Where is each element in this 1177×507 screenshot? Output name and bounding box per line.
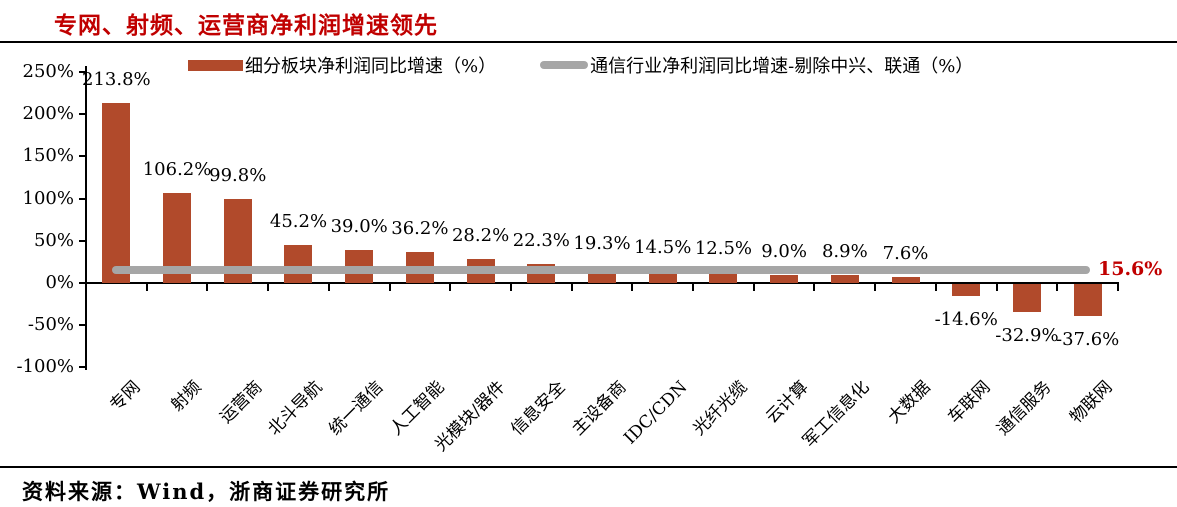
y-axis-tick-label: 100% [22, 187, 74, 209]
x-axis-tick [1117, 284, 1119, 291]
bar-value-label: 106.2% [142, 159, 212, 181]
category-label-14: 大数据 [883, 377, 934, 428]
bar-value-label: 19.3% [573, 232, 631, 254]
y-axis-tick-label: 250% [22, 61, 74, 82]
bar-value-label: 8.9% [821, 241, 868, 263]
y-axis-tick [79, 197, 86, 200]
y-axis-tick [79, 366, 86, 369]
x-axis-tick [631, 284, 634, 291]
bar-value-label: 12.5% [694, 238, 752, 260]
chart-title: 专网、射频、运营商净利润增速领先 [54, 12, 438, 38]
y-axis-tick-label: 200% [22, 103, 74, 125]
bar-value-label: 7.6% [882, 242, 929, 264]
x-axis-tick [509, 284, 512, 291]
y-axis-tick-label: -50% [27, 314, 74, 336]
y-axis-tick-label: 50% [33, 229, 74, 251]
y-axis-tick-label: 150% [22, 145, 74, 167]
bar-value-label: 99.8% [209, 164, 267, 186]
x-axis-tick [752, 284, 755, 291]
legend-item-line-series: 通信行业净利润同比增速-剔除中兴、联通（%） [540, 52, 973, 78]
bar-军工信息化 [830, 275, 859, 283]
bar-value-label: 213.8% [82, 68, 151, 90]
x-axis-tick [995, 284, 998, 291]
bar-物联网 [1073, 284, 1102, 316]
x-axis-tick [570, 284, 573, 291]
category-label-9: 主设备商 [568, 377, 631, 440]
bar-value-label: -32.9% [995, 324, 1059, 346]
legend-item-bar-series: 细分板块净利润同比增速（%） [188, 52, 496, 78]
bar-value-label: 36.2% [391, 218, 449, 240]
category-label-12: 云计算 [762, 377, 813, 428]
x-axis-tick [813, 284, 816, 291]
x-axis-tick [934, 284, 937, 291]
category-label-15: 车联网 [944, 377, 995, 428]
category-label-16: 通信服务 [993, 377, 1056, 440]
bar-光纤光缆 [709, 272, 738, 283]
y-axis-line [85, 66, 87, 370]
bar-value-label: -37.6% [1056, 328, 1120, 350]
bar-value-label: 28.2% [451, 225, 510, 247]
bar-series-label: 细分板块净利润同比增速（%） [245, 56, 497, 77]
x-axis-line [85, 282, 1119, 284]
category-label-10: IDC/CDN [620, 377, 692, 449]
bar-value-label: 39.0% [330, 216, 388, 238]
bar-value-label: 9.0% [761, 241, 807, 263]
category-label-13: 军工信息化 [799, 377, 874, 452]
bar-大数据 [891, 276, 920, 283]
x-axis-tick [874, 284, 877, 291]
bar-value-label: 14.5% [634, 236, 692, 258]
x-axis-tick [692, 284, 695, 291]
bar-value-label: 45.2% [269, 210, 328, 232]
line-series-label: 通信行业净利润同比增速-剔除中兴、联通（%） [590, 56, 974, 77]
source-note: 资料来源：Wind，浙商证券研究所 [22, 479, 391, 504]
y-axis-tick [79, 71, 86, 73]
x-axis-tick [449, 284, 452, 291]
bar-value-label: -14.6% [934, 309, 998, 331]
bar-车联网 [952, 284, 981, 297]
x-axis-tick [1056, 284, 1059, 291]
x-axis-tick [206, 284, 209, 291]
bar-value-label: 22.3% [512, 230, 570, 252]
x-axis-tick [145, 284, 148, 291]
industry-line-value-label: 15.6% [1098, 258, 1163, 280]
bar-series-swatch-icon [188, 59, 243, 71]
bar-专网 [102, 102, 131, 283]
y-axis-tick-label: 0% [45, 272, 74, 293]
category-label-8: 信息安全 [507, 377, 570, 440]
x-axis-tick [327, 284, 330, 291]
category-label-17: 物联网 [1065, 377, 1117, 428]
y-axis-tick [79, 113, 86, 116]
category-label-7: 光模块/器件 [430, 377, 510, 456]
x-axis-tick [267, 284, 270, 291]
x-axis-tick [85, 284, 87, 291]
category-label-11: 光纤光缆 [689, 377, 752, 440]
bottom-divider [0, 466, 1177, 468]
industry-average-line [112, 265, 1090, 274]
line-series-swatch-icon [540, 61, 589, 69]
legend: 细分板块净利润同比增速（%） 通信行业净利润同比增速-剔除中兴、联通（%） [188, 52, 973, 78]
y-axis-tick [79, 239, 86, 242]
y-axis-tick [79, 282, 86, 284]
y-axis-tick [79, 155, 86, 158]
bar-北斗导航 [284, 244, 313, 283]
y-axis-tick [79, 324, 86, 327]
y-axis-tick-label: -100% [16, 356, 74, 378]
bar-云计算 [770, 275, 799, 283]
top-divider [0, 41, 1177, 43]
bar-通信服务 [1012, 284, 1041, 312]
x-axis-tick [388, 284, 391, 291]
